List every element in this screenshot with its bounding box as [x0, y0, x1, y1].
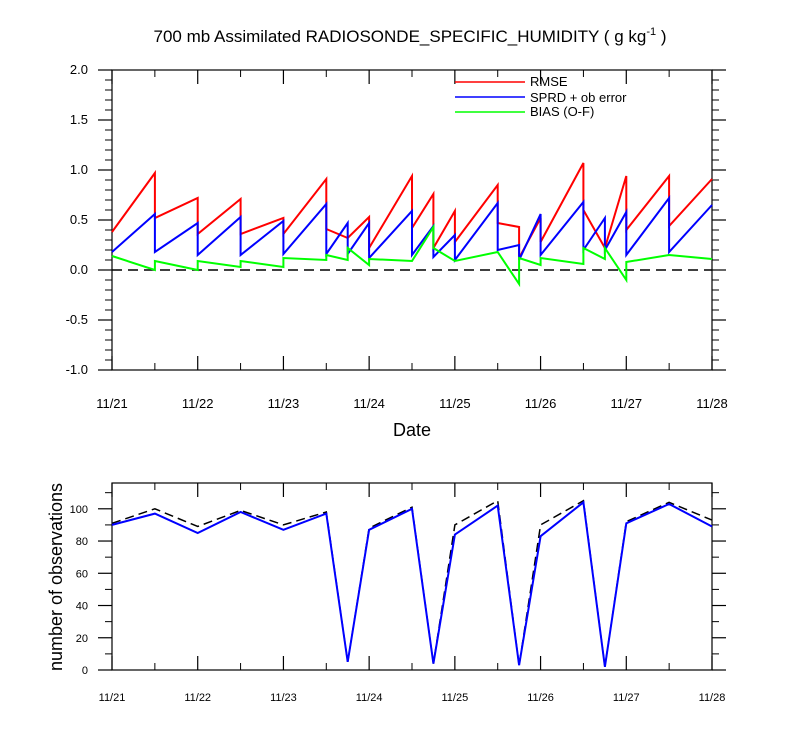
bottom-y-tick-label: 0 [82, 665, 88, 677]
top-y-tick-label: 0.0 [70, 262, 88, 277]
top-y-tick-label: 1.5 [70, 112, 88, 127]
chart-title: 700 mb Assimilated RADIOSONDE_SPECIFIC_H… [154, 26, 667, 46]
top-x-tick-label: 11/21 [96, 396, 128, 411]
bottom-series-line-possible-observations [111, 499, 713, 667]
top-y-tick-label: 0.5 [70, 212, 88, 227]
bottom-y-tick-label: 80 [76, 536, 88, 548]
top-x-tick-label: 11/26 [525, 396, 557, 411]
bottom-plot-series [111, 499, 713, 667]
bottom-x-tick-label: 11/24 [356, 692, 383, 704]
chart-title-end: ) [656, 27, 666, 46]
top-plot-series [111, 162, 713, 288]
bottom-y-tick-label: 100 [70, 504, 88, 516]
top-x-tick-label: 11/28 [696, 396, 728, 411]
top-series-line-bias-o-f [111, 223, 713, 288]
bottom-x-tick-label: 11/28 [699, 692, 726, 704]
chart-title-main: 700 mb Assimilated RADIOSONDE_SPECIFIC_H… [154, 27, 647, 46]
bottom-x-tick-label: 11/27 [613, 692, 640, 704]
bottom-y-tick-label: 20 [76, 633, 88, 645]
chart-title-superscript: -1 [646, 26, 656, 38]
bottom-x-tick-label: 11/21 [99, 692, 126, 704]
bottom-series-line-assimilated-observations [111, 500, 713, 667]
top-x-tick-label: 11/27 [610, 396, 642, 411]
top-x-tick-label: 11/24 [353, 396, 385, 411]
top-plot-tick-labels: 11/21 11/22 11/23 11/24 11/25 11/26 11/27 11/28… [66, 62, 728, 411]
legend-label-sprd: SPRD + ob error [530, 90, 627, 105]
bottom-plot-ticks [98, 483, 726, 671]
legend: RMSE SPRD + ob error BIAS (O-F) [455, 74, 627, 119]
top-y-tick-label: 1.0 [70, 162, 88, 177]
top-y-tick-label: -1.0 [66, 362, 88, 377]
y-axis-title-observations: number of observations [46, 483, 66, 671]
top-y-tick-label: 2.0 [70, 62, 88, 77]
legend-label-bias: BIAS (O-F) [530, 104, 594, 119]
top-y-tick-label: -0.5 [66, 312, 88, 327]
bottom-x-tick-label: 11/26 [527, 692, 554, 704]
bottom-x-tick-label: 11/25 [441, 692, 468, 704]
top-plot-ticks [98, 69, 726, 371]
top-x-tick-label: 11/23 [268, 396, 300, 411]
bottom-plot-tick-labels: 11/21 11/22 11/23 11/24 11/25 11/26 11/27 11/28… [70, 504, 726, 704]
bottom-y-tick-label: 60 [76, 568, 88, 580]
top-x-tick-label: 11/22 [182, 396, 214, 411]
legend-label-rmse: RMSE [530, 74, 568, 89]
bottom-x-tick-label: 11/22 [184, 692, 211, 704]
bottom-y-tick-label: 40 [76, 601, 88, 613]
bottom-x-tick-label: 11/23 [270, 692, 297, 704]
top-x-tick-label: 11/25 [439, 396, 471, 411]
x-axis-title: Date [393, 420, 431, 440]
